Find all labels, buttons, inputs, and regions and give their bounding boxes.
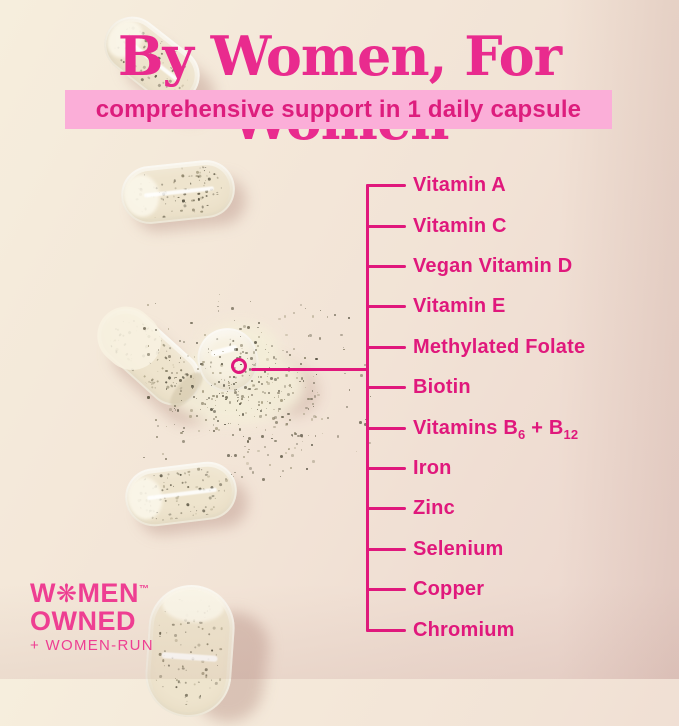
badge-line3: + WOMEN-RUN [30,637,154,655]
connector-tick [366,386,406,390]
badge-line2: OWNED [30,606,136,637]
nutrient-label: Methylated Folate [413,335,586,358]
nutrient-row: Vitamin E [366,287,585,327]
nutrient-row: Chromium [366,610,585,650]
nutrient-row: Selenium [366,529,585,569]
nutrient-list: Vitamin A Vitamin C Vegan Vitamin D Vitamin… [366,166,585,651]
connector-tick [366,345,406,349]
connector-tick [366,467,406,471]
powder-cluster [150,330,330,445]
nutrient-row: Vitamin A [366,166,585,206]
connector-tick [366,305,406,309]
nutrient-label: Chromium [413,618,515,641]
nutrient-label: Selenium [413,537,504,560]
callout-circle-marker [231,358,247,374]
nutrient-label: Vitamin C [413,214,507,237]
badge-line1-pre: W [30,578,56,608]
nutrient-label: Vitamin A [413,174,506,197]
badge-line1: W❋MEN™ [30,579,154,607]
connector-tick [366,265,406,269]
nutrient-row: Vegan Vitamin D [366,246,585,286]
banner-text: comprehensive support in 1 daily capsule [95,95,582,123]
capsule-image [142,582,238,720]
connector-tick [366,426,406,430]
callout-vertical-line [366,184,369,632]
connector-tick [366,628,406,632]
connector-tick [366,507,406,511]
nutrient-label: Zinc [413,497,455,520]
nutrient-label: Biotin [413,376,471,399]
nutrient-row: Copper [366,570,585,610]
women-owned-badge: W❋MEN™ OWNED + WOMEN-RUN [30,579,154,654]
nutrient-row: Iron [366,448,585,488]
flower-asterisk-icon: ❋ [55,580,78,608]
nutrient-label: Vitamins B6 + B12 [413,416,579,442]
connector-tick [366,224,406,228]
powder-sprinkle [140,293,371,460]
page-title: By Women, For Women [117,24,562,152]
nutrient-row: Vitamins B6 + B12 [366,408,585,448]
nutrient-label: Vitamin E [413,295,506,318]
powder-sprinkle [225,432,317,482]
callout-connector-line [251,367,367,371]
nutrient-row: Zinc [366,489,585,529]
badge-line1-post: MEN [77,578,139,608]
nutrient-row: Methylated Folate [366,327,585,367]
nutrient-label: Copper [413,578,485,601]
connector-tick [366,184,406,188]
trademark-symbol: ™ [138,584,149,595]
banner: comprehensive support in 1 daily capsule [65,90,612,129]
nutrient-label: Vegan Vitamin D [413,255,573,278]
nutrient-label: Iron [413,457,452,480]
connector-tick [366,547,406,551]
connector-tick [366,588,406,592]
nutrient-row: Vitamin C [366,206,585,246]
nutrient-row: Biotin [366,368,585,408]
